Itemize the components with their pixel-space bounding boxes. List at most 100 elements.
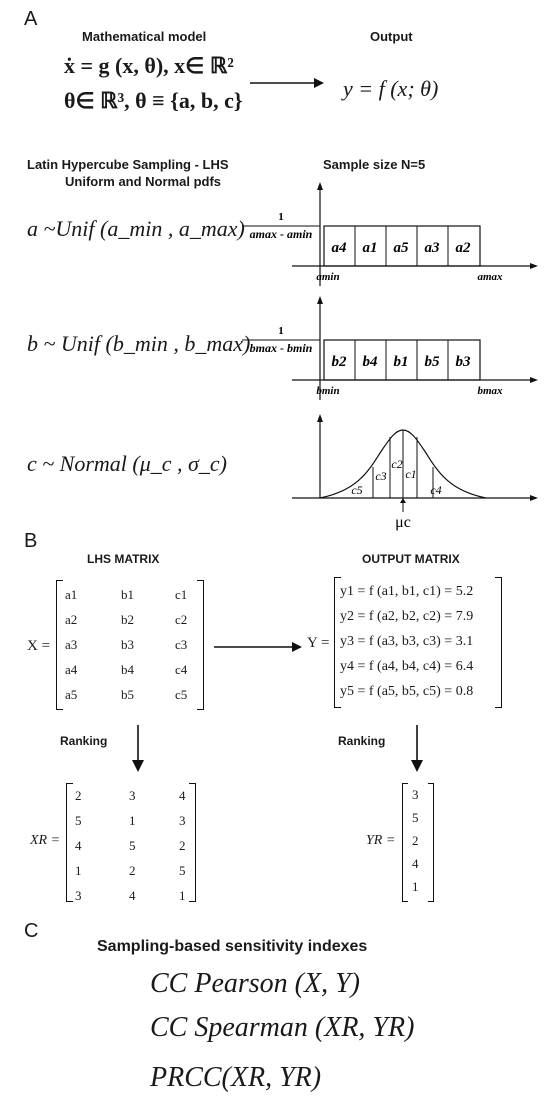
model-equation-1: ẋ = g (x, θ), x∈ ℝ² bbox=[64, 53, 234, 79]
lhs-matrix: a1 b1 c1 a2 b2 c2 a3 b3 c3 a4 b4 c4 a5 b5 c5 bbox=[56, 580, 204, 710]
matrix-cell: b2 bbox=[121, 611, 134, 627]
table-row: 5 1 3 bbox=[75, 808, 186, 833]
lhs-subtitle: Uniform and Normal pdfs bbox=[65, 174, 222, 189]
ranking-label-left: Ranking bbox=[60, 734, 108, 748]
lhs-matrix-title: LHS MATRIX bbox=[87, 552, 160, 566]
b-bin-label: b1 bbox=[394, 354, 409, 370]
a-bin-label: a4 bbox=[332, 240, 348, 256]
vector-cell: 3 bbox=[412, 786, 419, 802]
yr-vector-label: YR = bbox=[366, 833, 396, 848]
output-matrix-table: y1 = f (a1, b1, c1) = 5.2 y2 = f (a2, b2… bbox=[340, 579, 473, 704]
matrix-cell: c1 bbox=[175, 586, 188, 602]
matrix-cell: b5 bbox=[121, 686, 134, 702]
matrix-cell: 3 bbox=[75, 887, 82, 903]
matrix-cell: c5 bbox=[175, 686, 188, 702]
matrix-cell: 2 bbox=[75, 787, 82, 803]
a-plot-y-arrow bbox=[317, 182, 323, 190]
table-row: a1 b1 c1 bbox=[65, 582, 187, 607]
matrix-cell: a1 bbox=[65, 586, 78, 602]
matrix-cell: 5 bbox=[129, 837, 136, 853]
c-bin-label: c1 bbox=[405, 467, 416, 481]
b-plot-y-arrow bbox=[317, 296, 323, 304]
a-density-numerator: 1 bbox=[278, 211, 284, 223]
y-matrix-label: Y = bbox=[307, 635, 330, 651]
a-max-label: amax bbox=[477, 271, 503, 283]
b-bin-label: b3 bbox=[456, 354, 472, 370]
model-title: Mathematical model bbox=[82, 29, 207, 44]
table-row: 4 5 2 bbox=[75, 833, 186, 858]
x-matrix-label: X = bbox=[27, 638, 51, 654]
ranked-output-table: 3 5 2 4 1 bbox=[412, 783, 419, 898]
output-row: y4 = f (a4, b4, c4) = 6.4 bbox=[340, 658, 474, 674]
a-min-label: amin bbox=[316, 271, 339, 283]
b-uniform-plot: 1 bmax - bmin b2 b4 b1 b5 b3 bmin bmax bbox=[242, 296, 538, 400]
matrix-cell: 1 bbox=[179, 887, 186, 903]
panel-b-letter: B bbox=[24, 530, 38, 552]
model-equation-2: θ∈ ℝ³, θ ≡ {a, b, c} bbox=[64, 88, 243, 114]
vector-cell: 1 bbox=[412, 878, 419, 894]
output-row: y3 = f (a3, b3, c3) = 3.1 bbox=[340, 633, 474, 649]
b-max-label: bmax bbox=[477, 385, 503, 397]
table-row: y1 = f (a1, b1, c1) = 5.2 bbox=[340, 579, 473, 604]
matrix-cell: a2 bbox=[65, 611, 78, 627]
output-matrix: y1 = f (a1, b1, c1) = 5.2 y2 = f (a2, b2… bbox=[334, 577, 502, 708]
c-bin-label: c5 bbox=[351, 483, 362, 497]
table-row: y4 = f (a4, b4, c4) = 6.4 bbox=[340, 654, 473, 679]
matrix-cell: b4 bbox=[121, 661, 134, 677]
spearman-index: CC Spearman (XR, YR) bbox=[150, 1012, 415, 1043]
ranking-arrow-left bbox=[132, 725, 144, 772]
matrix-cell: a5 bbox=[65, 686, 78, 702]
table-row: y2 = f (a2, b2, c2) = 7.9 bbox=[340, 604, 473, 629]
table-row: a3 b3 c3 bbox=[65, 632, 187, 657]
model-eq2-text: θ∈ ℝ³, θ ≡ {a, b, c} bbox=[64, 88, 243, 113]
vector-cell: 2 bbox=[412, 832, 419, 848]
a-bin-label: a5 bbox=[394, 240, 410, 256]
table-row: 3 4 1 bbox=[75, 883, 186, 908]
b-bin-label: b2 bbox=[332, 354, 348, 370]
c-bin-label: c3 bbox=[375, 469, 386, 483]
model-eq1-text: ẋ = g (x, θ), x∈ ℝ² bbox=[64, 53, 234, 78]
matrix-cell: a3 bbox=[65, 636, 78, 652]
matrix-cell: c3 bbox=[175, 636, 188, 652]
panel-c-letter: C bbox=[24, 920, 39, 942]
table-row: 2 3 4 bbox=[75, 783, 186, 808]
a-uniform-plot: 1 amax - amin a4 a1 a5 a3 a2 amin amax bbox=[242, 182, 538, 286]
ranked-lhs-matrix: 2 3 4 5 1 3 4 5 2 1 2 5 3 4 1 bbox=[66, 783, 196, 903]
a-plot-x-arrow bbox=[530, 263, 538, 269]
output-row: y1 = f (a1, b1, c1) = 5.2 bbox=[340, 583, 474, 599]
a-bin-label: a1 bbox=[363, 240, 378, 256]
b-plot-x-arrow bbox=[530, 377, 538, 383]
matrix-cell: 4 bbox=[179, 787, 186, 803]
c-mu-label: μc bbox=[395, 514, 411, 531]
c-normal-plot: c5 c3 c2 c1 c4 μc bbox=[292, 414, 538, 531]
ranking-arrow-right bbox=[411, 725, 423, 772]
ranked-lhs-table: 2 3 4 5 1 3 4 5 2 1 2 5 3 4 1 bbox=[75, 783, 186, 908]
matrix-cell: 1 bbox=[129, 812, 136, 828]
matrix-cell: c2 bbox=[175, 611, 188, 627]
pearson-index: CC Pearson (X, Y) bbox=[150, 968, 360, 999]
table-row: 1 2 5 bbox=[75, 858, 186, 883]
c-plot-y-arrow bbox=[317, 414, 323, 422]
a-distribution: a ~Unif (a_min , a_max) bbox=[27, 216, 245, 241]
lhs-matrix-table: a1 b1 c1 a2 b2 c2 a3 b3 c3 a4 b4 c4 a5 b5 c5 bbox=[65, 582, 187, 707]
b-min-label: bmin bbox=[316, 385, 339, 397]
matrix-cell: 3 bbox=[129, 787, 136, 803]
model-output-arrow bbox=[250, 78, 324, 88]
table-row: 5 bbox=[412, 806, 419, 829]
matrix-cell: 1 bbox=[75, 862, 82, 878]
matrix-cell: c4 bbox=[175, 661, 188, 677]
a-density-denominator: amax - amin bbox=[250, 227, 313, 241]
prcc-index: PRCC(XR, YR) bbox=[150, 1062, 322, 1093]
output-row: y2 = f (a2, b2, c2) = 7.9 bbox=[340, 608, 474, 624]
vector-cell: 4 bbox=[412, 855, 419, 871]
lhs-to-output-arrow bbox=[214, 642, 302, 652]
matrix-cell: b1 bbox=[121, 586, 134, 602]
sample-size-label: Sample size N=5 bbox=[323, 157, 426, 172]
matrix-cell: 5 bbox=[179, 862, 186, 878]
b-distribution: b ~ Unif (b_min , b_max) bbox=[27, 331, 251, 356]
b-bins-box bbox=[323, 339, 481, 381]
c-bin-label: c4 bbox=[430, 483, 441, 497]
xr-matrix-label: XR = bbox=[30, 833, 61, 848]
matrix-cell: 4 bbox=[75, 837, 82, 853]
table-row: a5 b5 c5 bbox=[65, 682, 187, 707]
